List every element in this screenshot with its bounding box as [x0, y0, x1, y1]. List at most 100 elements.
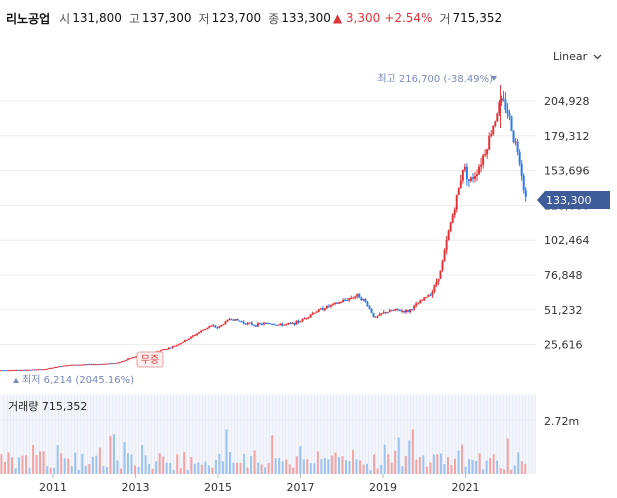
candle-body — [522, 175, 525, 191]
volume-bar — [478, 453, 481, 474]
volume-bar — [320, 459, 323, 474]
volume-bar — [415, 459, 418, 474]
candle-body — [90, 364, 93, 366]
candle-body — [252, 324, 255, 326]
volume-bar — [292, 467, 295, 474]
candle-body — [114, 363, 117, 365]
candle-body — [189, 336, 192, 339]
candle-body — [208, 325, 211, 328]
candle-body — [159, 350, 162, 352]
volume-bar — [453, 458, 456, 474]
candle-body — [362, 299, 365, 301]
candle-body — [480, 164, 483, 167]
candle-body — [396, 308, 399, 311]
volume-bar — [53, 467, 56, 474]
candle-body — [390, 310, 393, 312]
candle-body — [439, 270, 442, 279]
open-label: 시 — [59, 11, 71, 26]
candle-body — [17, 369, 20, 371]
volume-bar — [520, 461, 523, 474]
candle-body — [212, 325, 215, 327]
max-arrow-icon — [491, 76, 497, 81]
volume-bar — [84, 465, 87, 474]
min-label: 최저 6,214 (2045.16%) — [22, 374, 134, 386]
scale-label: Linear — [553, 50, 588, 63]
volume-bar — [134, 465, 137, 474]
volume-bar — [464, 466, 467, 474]
candle-body — [171, 346, 174, 348]
volume-bar — [352, 450, 355, 474]
candle-body — [258, 323, 261, 325]
volume-bar — [471, 460, 474, 474]
candle-body — [376, 315, 379, 317]
volume-bar — [355, 459, 358, 474]
candle-body — [301, 319, 304, 322]
candle-body — [125, 359, 128, 361]
candle-body — [64, 365, 67, 367]
volume-bar — [42, 451, 45, 474]
volume-bar — [369, 469, 372, 474]
volume-bar — [373, 454, 376, 474]
volume-label: 거 — [439, 11, 451, 26]
volume-bar — [228, 452, 231, 474]
candle-body — [5, 370, 8, 372]
candle-body — [338, 302, 341, 304]
candle-body — [273, 324, 276, 326]
candle-body — [191, 335, 194, 337]
volume-bar — [383, 444, 386, 474]
volume-bar — [482, 469, 485, 474]
candle-body — [459, 180, 462, 188]
candle-body — [1, 370, 4, 372]
candle-body — [512, 130, 515, 142]
candle-body — [70, 364, 73, 366]
volume-bar — [21, 455, 24, 474]
y-tick-label: 179,312 — [544, 130, 590, 143]
candle-body — [366, 301, 369, 307]
candle-body — [49, 367, 52, 369]
candle-body — [13, 370, 16, 372]
volume-bar — [3, 461, 6, 474]
volume-bar — [56, 445, 59, 474]
candle-body — [311, 312, 314, 315]
candle-body — [303, 318, 306, 320]
candle-body — [435, 281, 438, 286]
volume-bar — [112, 434, 115, 474]
candle-body — [514, 141, 517, 143]
candle-body — [340, 302, 343, 304]
candle-body — [210, 325, 213, 327]
volume-bar — [197, 462, 200, 474]
scale-dropdown[interactable]: Linear — [553, 50, 602, 63]
candle-body — [520, 163, 523, 176]
volume-bar — [207, 465, 210, 474]
candle-body — [490, 134, 493, 137]
last-price-tag-bg — [537, 191, 610, 209]
volume-bar — [496, 460, 499, 474]
volume-bar — [359, 460, 362, 474]
candle-body — [165, 349, 168, 351]
candle-body — [169, 347, 172, 349]
volume-bar — [183, 451, 186, 474]
volume-bar — [246, 467, 249, 474]
volume-bar — [204, 461, 207, 474]
candle-body — [413, 305, 416, 310]
volume-title: 거래량 715,352 — [8, 400, 87, 413]
volume-bar — [0, 454, 3, 474]
volume-bar — [70, 466, 73, 474]
event-marker: 무증 — [136, 351, 164, 368]
y-tick-label: 51,232 — [544, 304, 583, 317]
price-grid — [0, 100, 536, 346]
volume-bar — [425, 466, 428, 474]
candle-body — [202, 329, 205, 331]
candle-body — [220, 324, 223, 327]
candle-body — [53, 366, 56, 368]
candle-body — [25, 369, 28, 371]
volume-bar — [239, 462, 242, 474]
volume-bar — [485, 460, 488, 474]
volume-bar — [98, 447, 101, 474]
candle-body — [35, 369, 38, 371]
candle-body — [356, 293, 359, 297]
volume-bar — [165, 462, 168, 474]
candle-body — [482, 155, 485, 165]
volume-pane: 거래량 715,352 2.72m — [0, 394, 579, 474]
